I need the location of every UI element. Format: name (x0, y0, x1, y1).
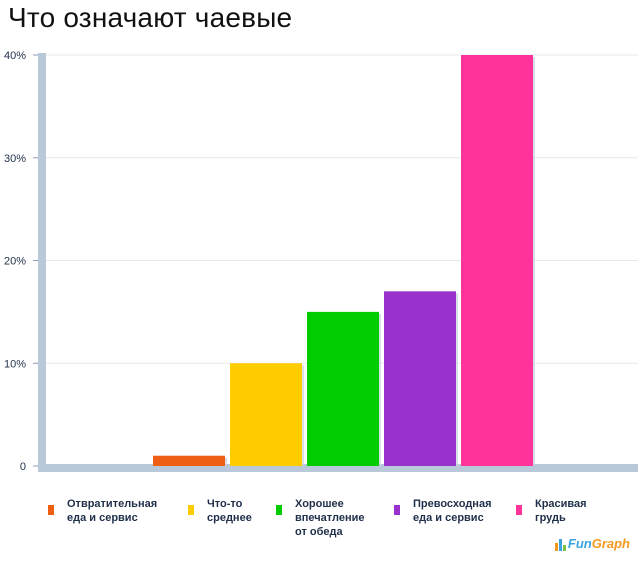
legend-label: Превосходная еда и сервис (413, 498, 492, 524)
legend-label: Хорошее впечатление от обеда (295, 498, 365, 538)
legend-swatch (394, 505, 400, 515)
chart-title: Что означают чаевые (8, 2, 293, 33)
brand-part2: Graph (591, 536, 630, 551)
y-tick-label: 10% (4, 358, 26, 370)
bar-4 (384, 291, 456, 466)
legend-item: Отвратительная еда и сервис (48, 497, 157, 525)
bar-5 (461, 55, 533, 466)
legend-swatch (516, 505, 522, 515)
legend-label: Красивая грудь (535, 498, 587, 524)
legend-swatch (276, 505, 282, 515)
bar-1 (153, 455, 225, 466)
legend-item: Хорошее впечатление от обеда (276, 497, 364, 539)
legend-swatch (188, 505, 194, 515)
legend-item: Красивая грудь (516, 497, 587, 525)
y-tick-label: 0 (20, 461, 26, 473)
brand-part1: Fun (567, 536, 592, 551)
legend-label: Отвратительная еда и сервис (67, 498, 158, 524)
y-tick-label: 30% (4, 153, 26, 165)
y-axis-wall (38, 53, 46, 472)
fungraph-logo: FunGraph (554, 536, 630, 551)
legend-item: Что-то среднее (188, 497, 252, 525)
bar-3 (307, 311, 379, 466)
fungraph-bars-icon (554, 537, 566, 551)
legend-item: Превосходная еда и сервис (394, 497, 492, 525)
bar-2 (230, 363, 302, 466)
y-tick-label: 20% (4, 256, 26, 268)
y-tick-label: 40% (4, 50, 26, 62)
legend-swatch (48, 505, 54, 515)
chart-legend: Отвратительная еда и сервис Что-то средне… (48, 497, 638, 547)
legend-label: Что-то среднее (207, 498, 252, 524)
